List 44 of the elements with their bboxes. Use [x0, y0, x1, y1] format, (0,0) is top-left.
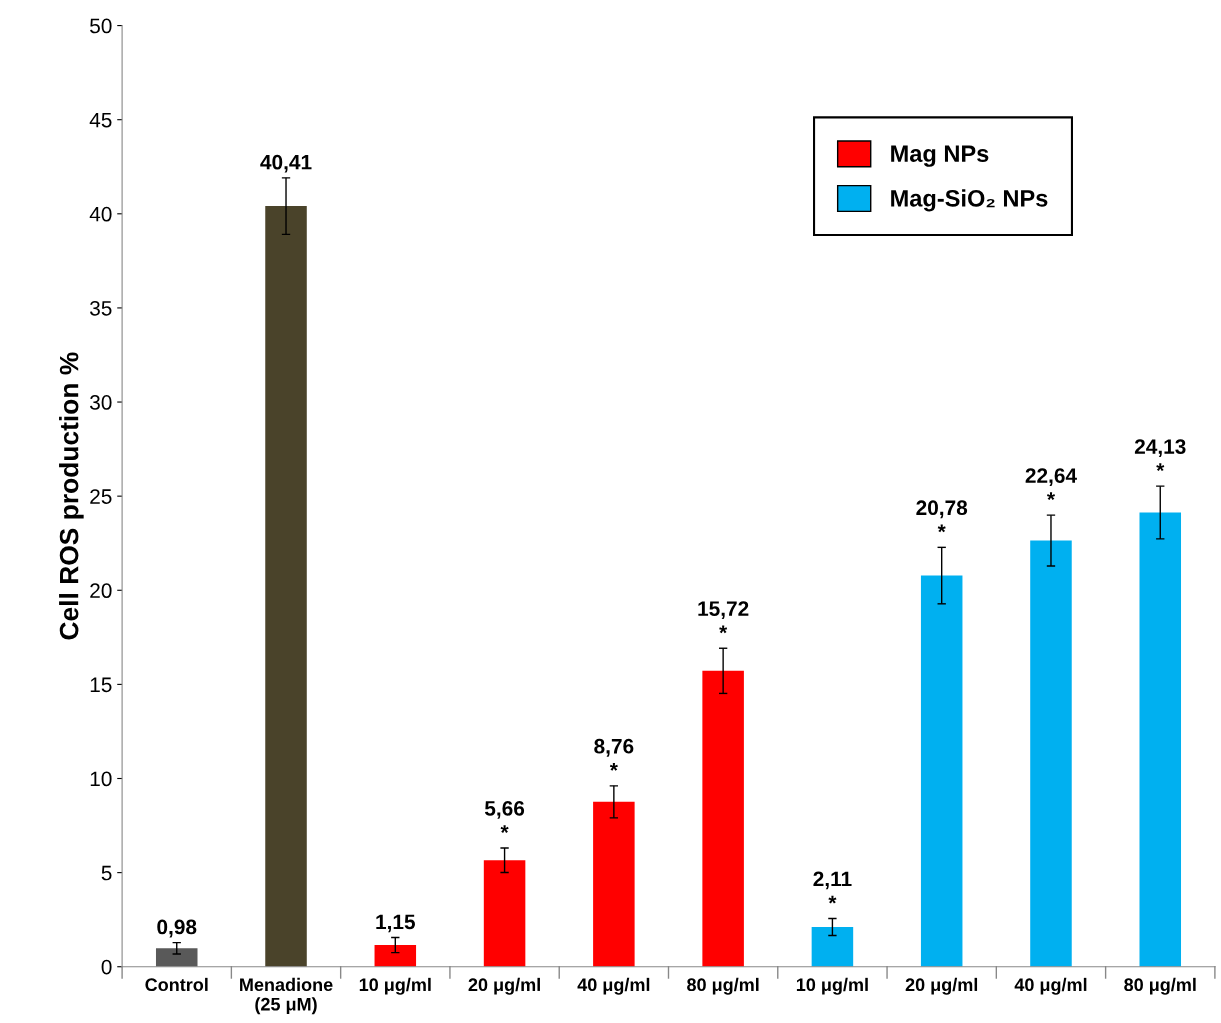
y-tick-label: 0	[101, 959, 112, 975]
bar	[1030, 540, 1072, 967]
data-label: 1,15	[376, 914, 415, 933]
data-label: 40,41	[260, 154, 312, 173]
legend-label: Mag NPs	[891, 145, 989, 167]
bar	[811, 927, 854, 967]
x-tick-label: Menadione (25 μM)	[240, 977, 333, 1015]
data-label: 22,64 *	[1025, 468, 1077, 501]
y-tick-label: 30	[90, 395, 112, 410]
data-label: 24,13 *	[1134, 439, 1186, 472]
x-tick-label: 20 μg/ml	[468, 977, 540, 995]
bar	[265, 206, 307, 967]
y-tick-label: 50	[90, 18, 112, 34]
y-tick-label: 15	[90, 677, 112, 693]
y-tick-label: 20	[90, 583, 112, 599]
bar	[593, 801, 635, 967]
y-tick-label: 45	[89, 112, 112, 128]
x-tick-label: 40 μg/ml	[1014, 977, 1087, 995]
y-axis-title: Cell ROS production %	[59, 352, 84, 640]
bar	[155, 948, 198, 967]
bar	[702, 670, 744, 967]
y-tick-label: 5	[101, 865, 112, 881]
x-tick-label: 10 μg/ml	[359, 977, 431, 995]
data-label: 0,98	[157, 919, 197, 938]
y-tick-label: 25	[90, 489, 112, 504]
x-tick-label: 20 μg/ml	[905, 977, 978, 995]
x-tick-label: Control	[145, 977, 208, 992]
bar	[374, 945, 417, 967]
bar	[920, 575, 963, 967]
x-tick-label: 80 μg/ml	[687, 977, 759, 995]
data-label: 5,66 *	[484, 800, 525, 833]
x-tick-label: 10 μg/ml	[796, 977, 868, 995]
data-label: 20,78 *	[916, 500, 968, 533]
y-tick-label: 40	[89, 206, 112, 222]
bar	[483, 860, 526, 967]
data-label: 8,76 *	[594, 738, 634, 771]
y-tick-label: 35	[90, 300, 112, 316]
legend-label: Mag-SiO₂ NPs	[891, 189, 1048, 212]
y-tick-label: 10	[90, 771, 112, 787]
bar	[1139, 512, 1182, 967]
x-tick-label: 80 μg/ml	[1124, 977, 1196, 995]
data-label: 2,11 *	[813, 871, 852, 904]
x-tick-label: 40 μg/ml	[577, 977, 650, 995]
data-label: 15,72 *	[698, 601, 749, 634]
